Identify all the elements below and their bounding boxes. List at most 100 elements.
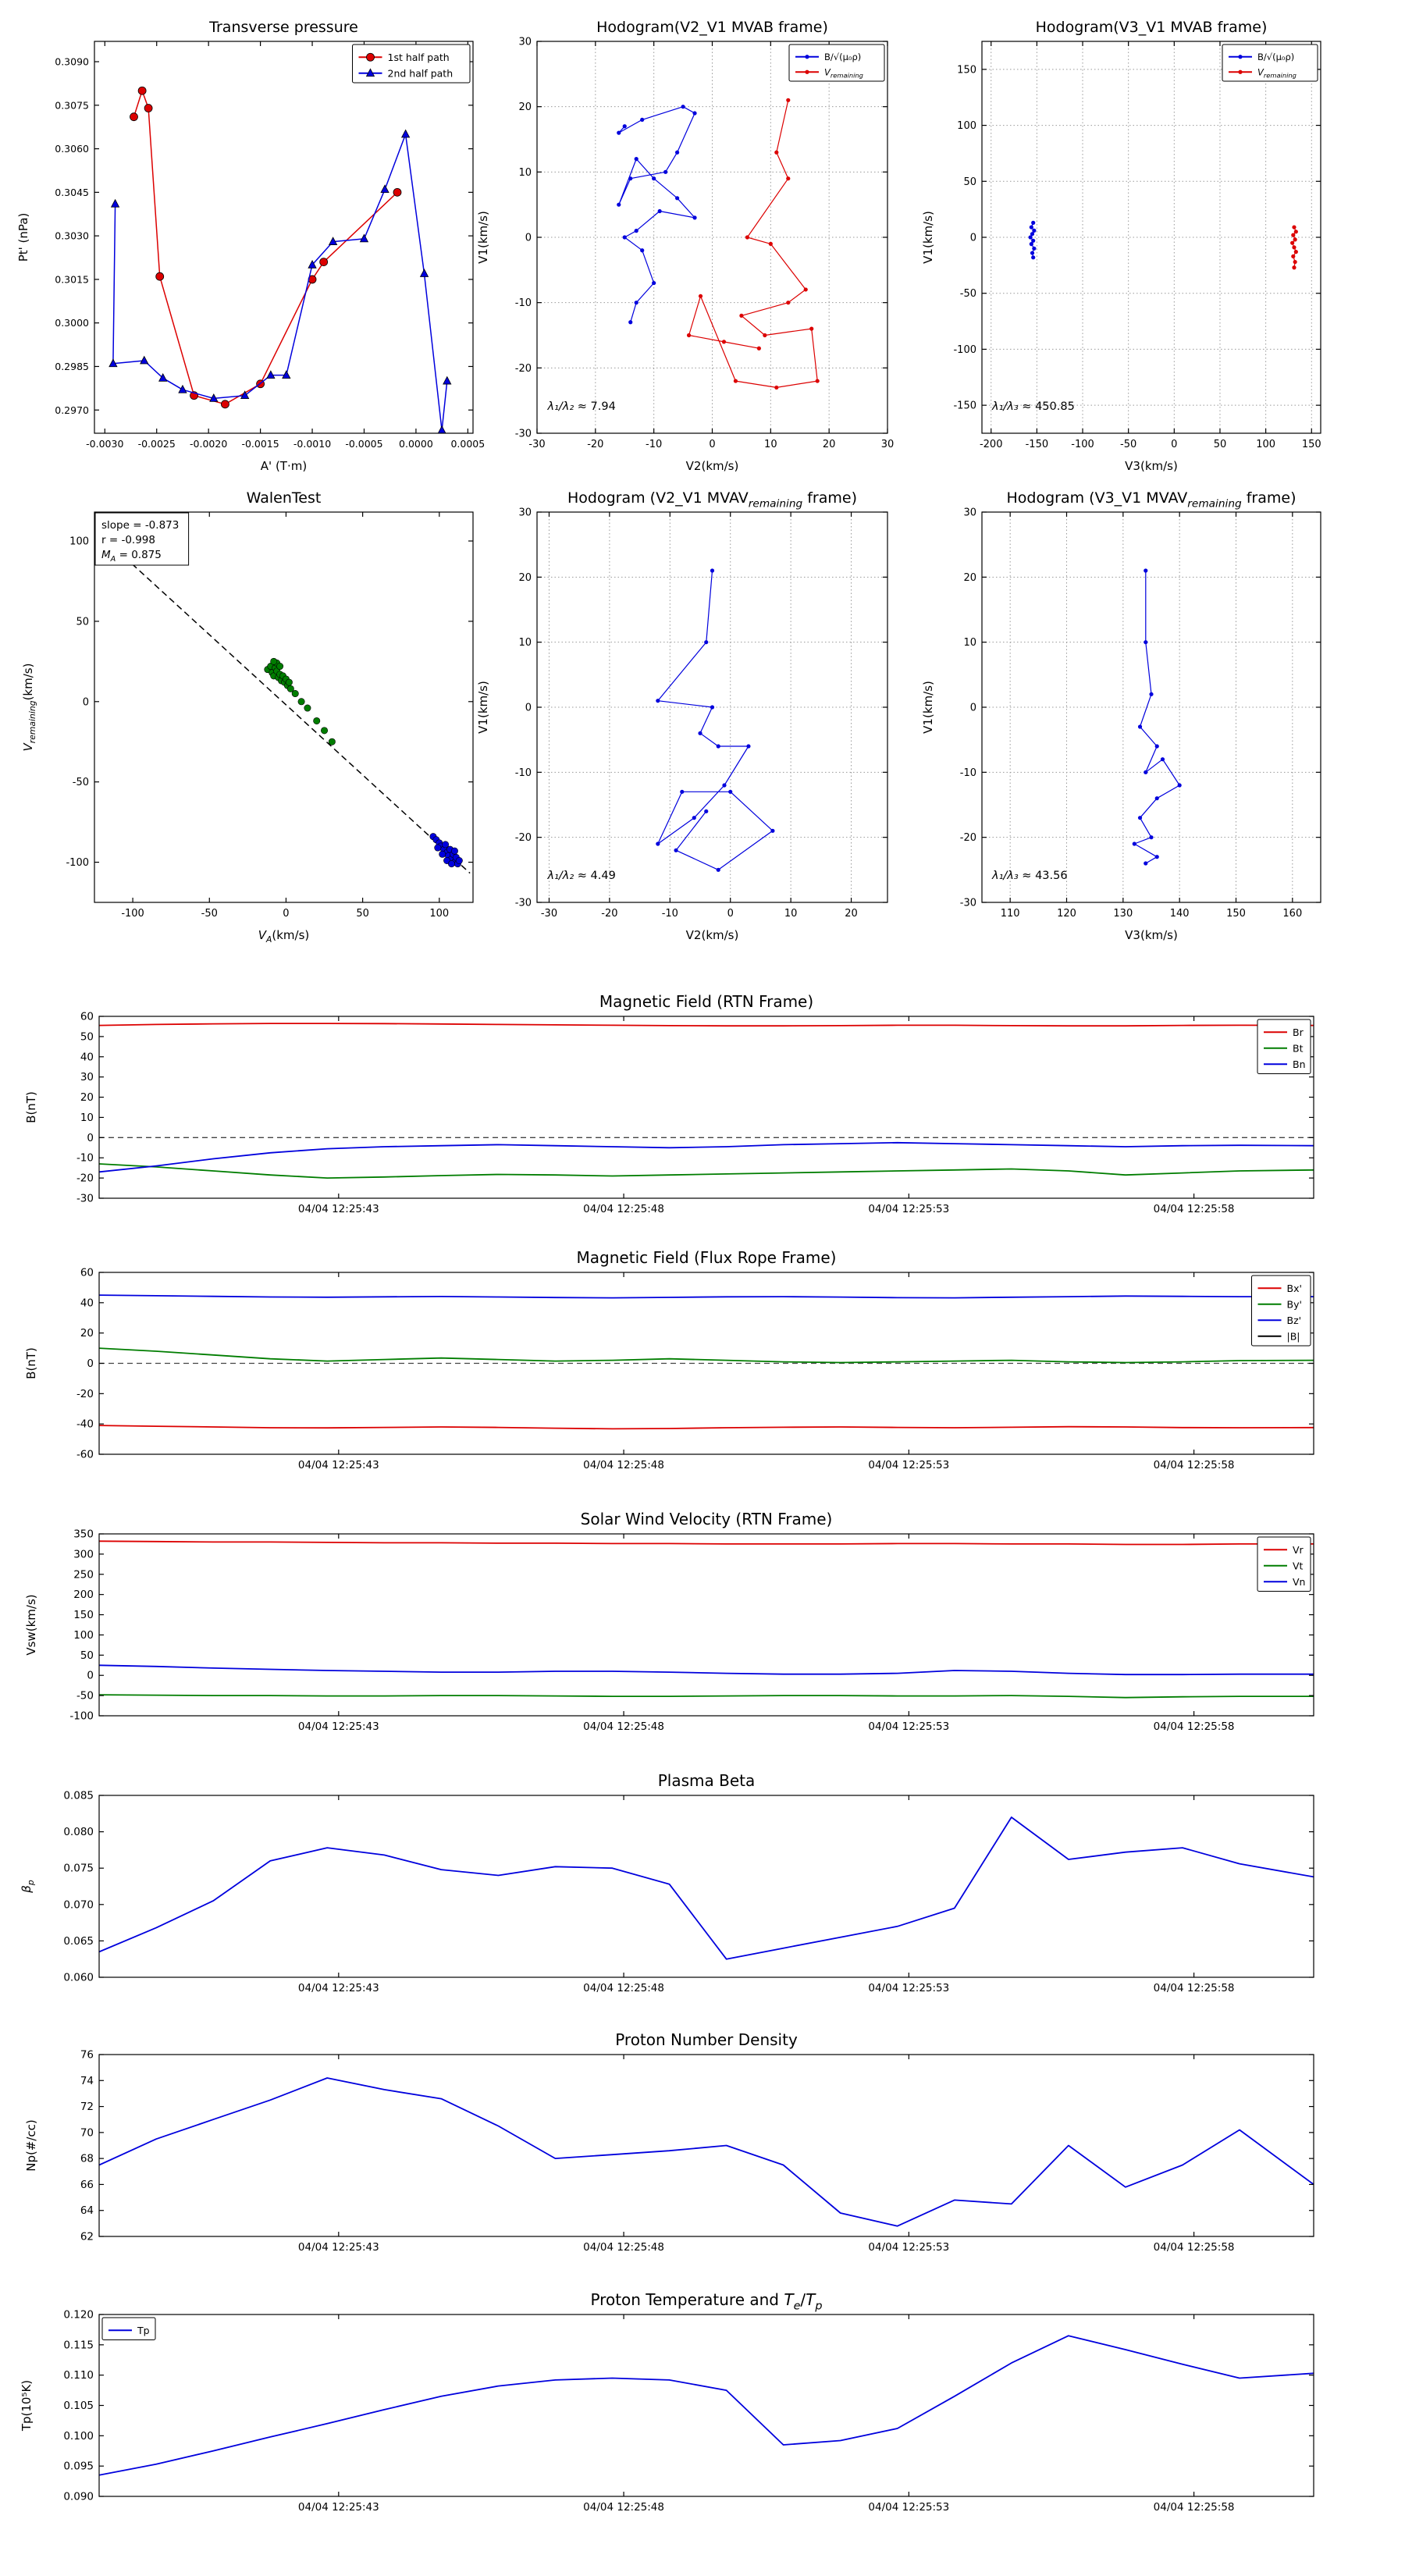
y-tick-label: -20: [76, 1388, 94, 1400]
y-tick-label: 0.3075: [55, 99, 89, 111]
legend: [1257, 1019, 1311, 1074]
axes-frame: [94, 41, 474, 434]
chart-plasma-beta: 04/04 12:25:43 04/04 12:25:48 04/04 12:25:…: [0, 1756, 1405, 2014]
mag-rtn-svg: 04/04 12:25:43 04/04 12:25:48 04/04 12:25:…: [24, 992, 1314, 1215]
tp-svg: 04/04 12:25:43 04/04 12:25:48 04/04 12:25:…: [20, 2290, 1314, 2514]
y-tick-label: 60: [80, 1011, 94, 1023]
x-tick-label: 04/04 12:25:48: [583, 2241, 664, 2254]
y-tick-label: 300: [73, 1548, 94, 1560]
y-tick-label: 0.065: [63, 1935, 94, 1948]
y-tick-label: 72: [80, 2101, 94, 2113]
x-axis-label: V2(km/s): [686, 928, 739, 942]
x-tick-label: 140: [1170, 908, 1190, 920]
legend-label: Bt: [1293, 1042, 1304, 1054]
chart-proton-temperature: 04/04 12:25:43 04/04 12:25:48 04/04 12:25:…: [0, 2275, 1405, 2533]
y-tick-label: 0.115: [63, 2339, 94, 2351]
legend-label: Vn: [1293, 1576, 1305, 1588]
np-svg: 04/04 12:25:43 04/04 12:25:48 04/04 12:25:…: [24, 2030, 1314, 2254]
x-tick-label: 04/04 12:25:48: [583, 1459, 664, 1471]
y-tick-label: 0.2985: [55, 361, 89, 372]
x-tick-label: 04/04 12:25:58: [1154, 1459, 1235, 1471]
x-tick-label: 10: [764, 439, 777, 450]
x-tick-label: 04/04 12:25:58: [1154, 1720, 1235, 1733]
x-tick-label: 04/04 12:25:48: [583, 1982, 664, 1994]
chart-title: WalenTest: [247, 489, 322, 507]
chart-walen-test: -100 -50 0 50 100 -100 -50 0 50 100 WalenTest VA(km…: [16, 482, 492, 957]
series-tp: [99, 2335, 1314, 2476]
y-axis-label: Tp(10⁵K): [20, 2380, 34, 2432]
x-tick-label: 04/04 12:25:43: [298, 2501, 379, 2514]
x-tick-label: 110: [1001, 908, 1020, 920]
x-tick-label: 0.0000: [399, 438, 433, 450]
x-tick-label: 04/04 12:25:48: [583, 2501, 664, 2514]
y-axis-label: B(nT): [24, 1091, 38, 1123]
y-tick-label: 0: [970, 703, 976, 714]
y-axis-label: V1(km/s): [476, 211, 490, 264]
x-tick-label: -100: [121, 908, 144, 920]
series-2nd-half-path: [112, 133, 448, 432]
series-vremaining: [1292, 226, 1297, 268]
annotation: λ₁/λ₃ ≈ 450.85: [991, 400, 1075, 413]
x-tick-label: -50: [201, 908, 218, 920]
y-tick-label: 150: [73, 1609, 94, 1621]
x-tick-label: 04/04 12:25:58: [1154, 1982, 1235, 1994]
legend-label: Bx': [1287, 1283, 1302, 1294]
x-tick-label: 0: [709, 439, 715, 450]
series-vn: [99, 1664, 1314, 1676]
chart-title: Transverse pressure: [208, 19, 358, 36]
y-tick-label: 100: [69, 536, 89, 548]
grid-lines: [982, 41, 1321, 433]
y-tick-label: 68: [80, 2153, 94, 2165]
hodogram-v3v1-mvav-svg: 110 120 130 140 150 160 -30 -20 -10 0 10 20 30 Hodogr…: [921, 489, 1321, 942]
chart-title: Solar Wind Velocity (RTN Frame): [581, 1510, 833, 1528]
y-tick-label: -150: [953, 400, 976, 412]
y-tick-label: -50: [73, 777, 89, 788]
x-tick-label: 50: [1214, 439, 1227, 450]
y-tick-label: 20: [80, 1091, 94, 1104]
x-tick-label: 04/04 12:25:43: [298, 1203, 379, 1215]
y-tick-label: 0.3000: [55, 317, 89, 329]
x-tick-label: -0.0020: [190, 438, 227, 450]
x-tick-label: 130: [1113, 908, 1133, 920]
x-tick-label: -0.0030: [86, 438, 123, 450]
x-tick-label: 04/04 12:25:48: [583, 1720, 664, 1733]
x-tick-label: -200: [980, 439, 1003, 450]
y-tick-label: 60: [80, 1267, 94, 1279]
y-tick-label: 0.110: [63, 2369, 94, 2382]
x-tick-label: 04/04 12:25:43: [298, 2241, 379, 2254]
chart-hodogram-v3v1-mvab: -200 -150 -100 -50 0 50 100 150 -150 -100 -50 0 50 10…: [913, 12, 1339, 486]
x-tick-label: 150: [1302, 439, 1321, 450]
x-tick-label: 04/04 12:25:53: [868, 1982, 949, 1994]
x-axis-label: V3(km/s): [1125, 928, 1178, 942]
axes-frame: [98, 1795, 1314, 1978]
y-axis-label: βp: [20, 1880, 36, 1894]
y-tick-label: -100: [953, 344, 976, 356]
y-tick-label: 10: [518, 637, 532, 649]
legend-label: B/√(μ₀ρ): [1257, 52, 1294, 62]
x-tick-label: 04/04 12:25:53: [868, 2241, 949, 2254]
y-axis-label: Pt' (nPa): [16, 213, 30, 262]
y-tick-label: 100: [73, 1629, 94, 1642]
x-tick-label: 120: [1057, 908, 1076, 920]
y-tick-label: 0: [87, 1357, 94, 1370]
y-tick-label: 40: [80, 1297, 94, 1309]
y-tick-label: -50: [960, 288, 976, 300]
y-tick-label: -10: [76, 1152, 94, 1165]
y-tick-label: -60: [76, 1449, 94, 1461]
series-1st-half-path: [133, 90, 398, 405]
y-tick-label: 200: [73, 1589, 94, 1601]
x-tick-label: -100: [1071, 439, 1094, 450]
series-group: [1028, 220, 1298, 270]
y-tick-label: 0.090: [63, 2491, 94, 2503]
y-tick-label: 30: [963, 507, 976, 519]
series-vt: [99, 1694, 1314, 1699]
y-tick-label: -20: [515, 832, 532, 844]
hodogram-v2v1-mvav-svg: -30 -20 -10 0 10 20 -30 -20 -10 0 10 20 30 Hodogram (…: [476, 489, 888, 942]
y-tick-label: 350: [73, 1528, 94, 1541]
y-axis-label: Vremaining(km/s): [21, 664, 37, 752]
y-tick-label: -30: [76, 1193, 94, 1205]
chart-solar-wind-velocity: 04/04 12:25:43 04/04 12:25:48 04/04 12:25:…: [0, 1495, 1405, 1752]
stats-line: slope = -0.873: [101, 519, 179, 532]
y-tick-label: -30: [960, 898, 976, 909]
x-tick-label: 10: [784, 908, 798, 920]
